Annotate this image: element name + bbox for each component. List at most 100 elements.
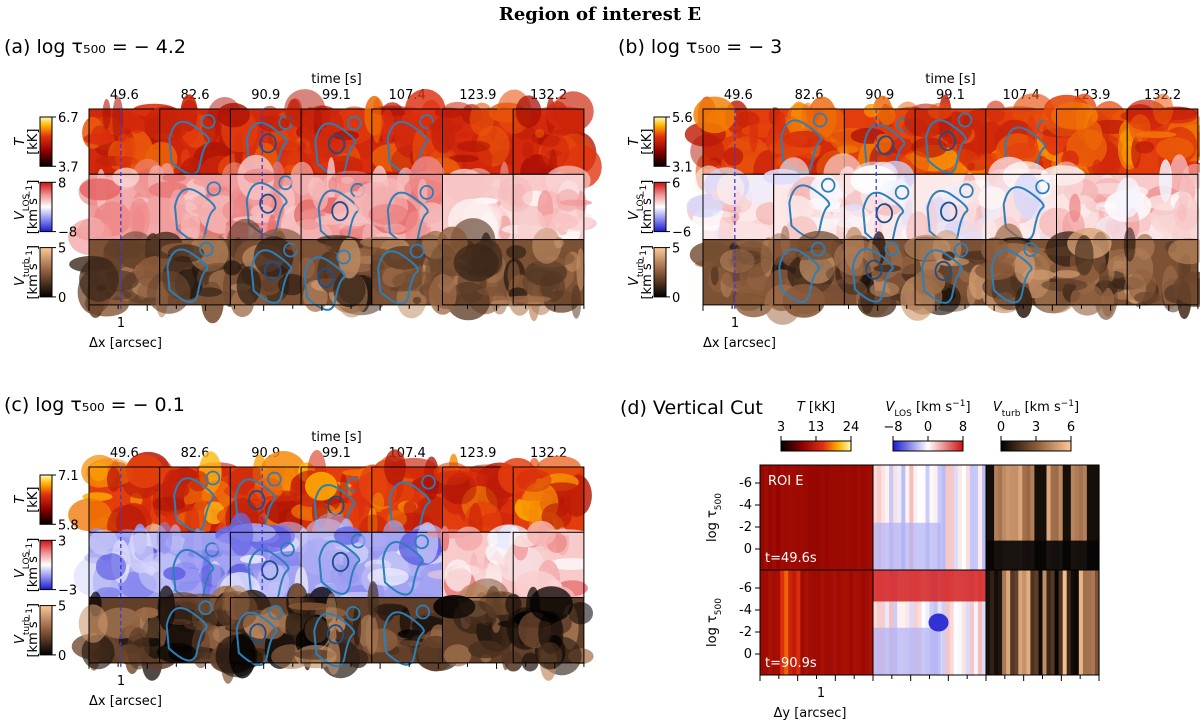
heatmap-blob [686,194,723,218]
heatmap-blob [1027,114,1037,149]
dx-tick-label: 1 [731,316,739,331]
cut-stripe [949,465,955,570]
cut-stripe [1078,570,1084,675]
heatmap-blob [521,652,539,672]
cut-stripe [998,465,1003,570]
row-label-temperature: T [13,495,28,504]
heatmap-blob [372,98,382,144]
colorbar [39,247,53,298]
heatmap-blob [156,642,197,663]
cut-stripe [961,465,967,570]
cut-stripe [953,570,959,675]
heatmap-blob [548,558,594,570]
cut-colorbar-label: Vturb [km s−1] [993,399,1079,419]
heatmap-blob [1134,141,1155,154]
heatmap-blob [1133,291,1161,304]
cut-stripe [986,570,991,675]
heatmap-blob [710,265,719,286]
contour-inner [877,135,895,156]
heatmap-blob [367,581,379,618]
heatmap-blob [253,236,294,277]
heatmap-blob [529,586,573,623]
heatmap-blob [526,520,556,547]
cut-stripe [804,465,809,570]
cut-stripe [1042,570,1048,675]
colorbar-min-label: 0 [58,291,66,306]
cut-stripe [945,465,951,570]
heatmap-blob [328,177,338,193]
cut-stripe [772,570,777,675]
heatmap-blob [445,472,477,505]
cut-stripe [986,465,991,570]
cut-stripe [864,570,870,675]
cut-stripe [1026,570,1031,675]
cut-colorbar [892,440,964,452]
cut-stripe [998,570,1003,675]
heatmap-blob [326,639,341,675]
cut-stripe [1030,465,1035,570]
cut-ytick-label: -6 [739,476,752,491]
cut-stripe [796,570,801,675]
heatmap-blob [571,284,582,319]
colorbar [39,181,53,233]
cut-stripe [776,570,781,675]
contour-inner [249,623,267,644]
cut-stripe [969,465,975,570]
cut-stripe [860,570,866,675]
heatmap-blob [89,529,119,556]
cut-stripe [873,570,878,675]
heatmap-cell [354,156,462,259]
cut-stripe [788,465,793,570]
heatmap-blob [102,98,111,130]
heatmap-blob [733,190,743,213]
dx-tick-label: 1 [117,674,125,689]
heatmap-blob [857,290,897,318]
row-label-vturb: Vturb [627,258,646,286]
colorbar-min-label: 5.8 [58,518,79,533]
cell-frame [512,239,585,306]
heatmap-blob [1115,177,1141,218]
cut-colorbar-tick: −8 [883,420,902,435]
heatmap-blob [128,197,150,239]
heatmap-blob [169,189,186,225]
heatmap-blob [878,104,896,126]
time-tick-label: 49.6 [110,88,139,103]
heatmap-blob [522,141,534,160]
cut-stripe [1082,570,1088,675]
cut-stripe [885,570,890,675]
heatmap-blob [863,103,879,118]
cut-region [928,613,949,632]
row-label-vlos-unit: [km s−1] [639,180,655,235]
cut-stripe [1050,570,1056,675]
heatmap-blob [928,102,953,120]
cut-stripe [1014,465,1019,570]
contour-inner [938,130,956,151]
cut-heatmap [985,569,1100,676]
row-label-temperature: T [13,137,28,146]
heatmap-blob [112,167,140,188]
cut-stripe [929,465,935,570]
contour-outer [382,611,425,666]
heatmap-blob [333,526,362,545]
contour-small [199,241,214,257]
cut-stripe [1034,465,1039,570]
cut-stripe [784,465,789,570]
heatmap-cell [294,512,381,610]
heatmap-blob [485,585,501,619]
colorbar-max-label: 8 [58,176,66,191]
heatmap-blob [978,186,1006,210]
cut-stripe [905,465,910,570]
heatmap-blob [1168,238,1200,265]
cut-stripe [1090,570,1096,675]
contour-small [268,604,283,620]
colorbar-max-label: 6 [672,176,680,191]
heatmap-blob [1155,137,1195,161]
heatmap-blob [1070,283,1105,316]
heatmap-blob [228,512,254,556]
cut-stripe [913,465,918,570]
cut-stripe [816,465,822,570]
contour-outer [921,249,963,304]
time-tick-label: 123.9 [459,446,496,461]
